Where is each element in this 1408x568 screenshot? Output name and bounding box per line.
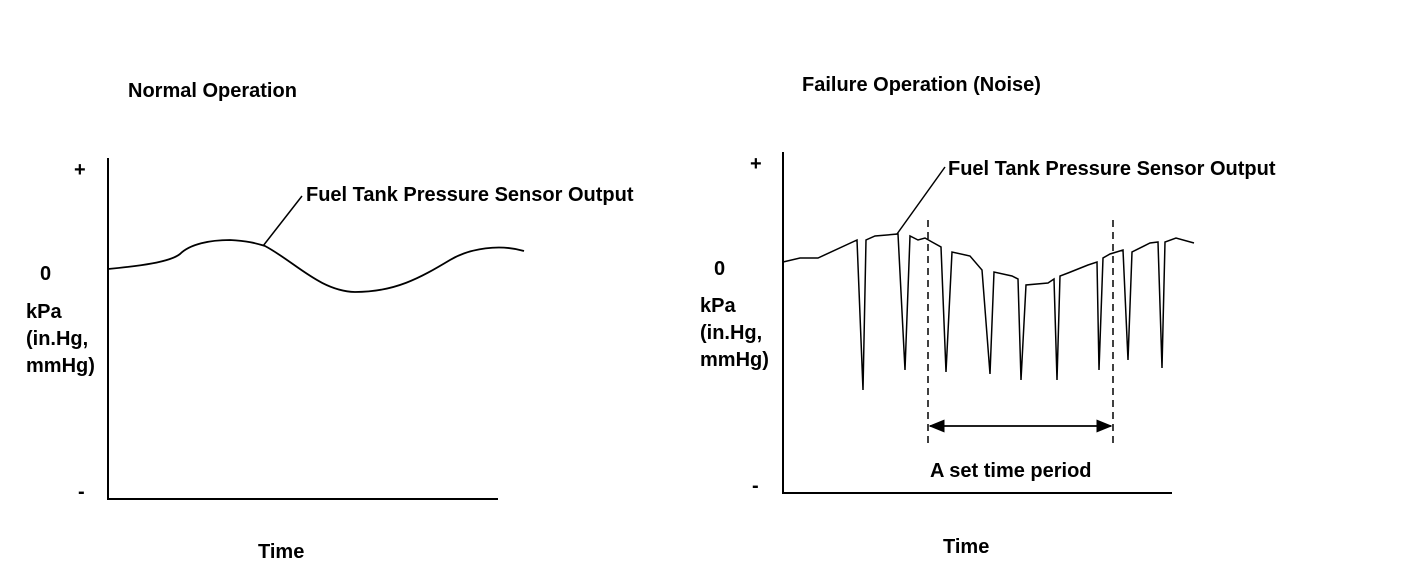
left-plus-label: + (74, 159, 86, 181)
right-unit-line1: kPa (700, 295, 736, 317)
right-plus-label: + (750, 153, 762, 175)
left-unit-line3: mmHg) (26, 355, 95, 377)
left-callout-leader (262, 195, 303, 247)
left-title: Normal Operation (128, 80, 297, 102)
right-unit-line2: (in.Hg, (700, 322, 763, 344)
left-minus-label: - (78, 481, 85, 503)
left-x-label: Time (258, 541, 305, 563)
left-zero-label: 0 (40, 263, 52, 285)
right-unit-line3: mmHg) (700, 349, 769, 371)
right-minus-label: - (752, 475, 759, 497)
left-unit-line1: kPa (26, 301, 62, 323)
left-sensor-curve (107, 239, 525, 293)
right-noisy-sensor-curve (782, 233, 1195, 391)
left-curve-label: Fuel Tank Pressure Sensor Output (306, 184, 634, 206)
right-x-label: Time (943, 536, 990, 558)
right-callout-leader (896, 166, 946, 235)
right-period-label: A set time period (930, 460, 1092, 482)
left-unit-line2: (in.Hg, (26, 328, 89, 350)
right-zero-label: 0 (714, 258, 726, 280)
right-title: Failure Operation (Noise) (802, 74, 1041, 96)
right-curve-label: Fuel Tank Pressure Sensor Output (948, 158, 1276, 180)
